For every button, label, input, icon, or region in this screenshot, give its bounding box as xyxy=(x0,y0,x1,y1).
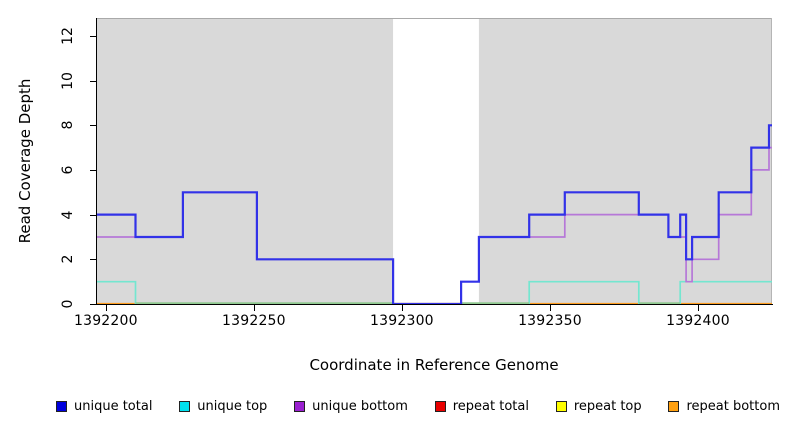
x-axis-label: Coordinate in Reference Genome xyxy=(309,356,559,374)
legend-label: repeat total xyxy=(452,399,529,414)
y-tick-label: 6 xyxy=(60,165,76,175)
y-tick xyxy=(90,35,96,37)
legend-item-unique-bottom: unique bottom xyxy=(294,399,408,414)
masked-region-band xyxy=(393,18,479,304)
y-tick xyxy=(90,304,96,305)
x-axis-line xyxy=(96,304,773,305)
y-tick xyxy=(90,259,96,261)
x-tick xyxy=(697,305,699,311)
legend-swatch-icon xyxy=(56,401,67,412)
y-axis-line xyxy=(96,18,97,305)
x-tick-label: 1392350 xyxy=(518,313,582,329)
y-tick-label: 12 xyxy=(60,26,76,45)
legend-swatch-icon xyxy=(179,401,191,412)
x-tick xyxy=(401,305,403,311)
y-tick xyxy=(90,80,96,82)
y-tick xyxy=(90,125,96,127)
legend-item-unique-total: unique total xyxy=(56,399,152,414)
legend-swatch-icon xyxy=(668,401,680,412)
legend-item-unique-top: unique top xyxy=(179,399,267,414)
series-unique-top xyxy=(97,280,772,304)
y-tick-label: 0 xyxy=(60,299,76,309)
y-tick xyxy=(90,169,96,171)
legend-swatch-icon xyxy=(555,401,567,412)
legend-label: unique total xyxy=(74,399,153,414)
series-unique-total xyxy=(97,124,772,304)
plot-canvas xyxy=(97,18,772,304)
legend-swatch-icon xyxy=(434,401,446,412)
x-tick xyxy=(105,305,107,311)
legend-label: unique bottom xyxy=(312,399,408,414)
legend: unique total unique top unique bottom repea… xyxy=(56,399,780,414)
y-tick-label: 4 xyxy=(60,210,76,220)
y-tick-label: 8 xyxy=(60,120,76,130)
x-tick-label: 1392300 xyxy=(370,313,434,329)
legend-item-repeat-top: repeat top xyxy=(555,399,642,414)
y-tick xyxy=(90,214,96,216)
x-tick-label: 1392250 xyxy=(222,313,286,329)
y-axis-label: Read Coverage Depth xyxy=(16,78,34,244)
legend-item-repeat-total: repeat total xyxy=(434,399,529,414)
legend-label: unique top xyxy=(197,399,268,414)
y-tick-label: 2 xyxy=(60,254,76,264)
x-tick xyxy=(253,305,255,311)
plot-area xyxy=(97,18,772,304)
x-tick-label: 1392400 xyxy=(666,313,730,329)
legend-label: repeat top xyxy=(573,399,642,414)
legend-swatch-icon xyxy=(294,401,306,412)
legend-item-repeat-bottom: repeat bottom xyxy=(668,399,780,414)
legend-label: repeat bottom xyxy=(686,399,780,414)
y-tick-label: 10 xyxy=(60,71,76,90)
x-tick xyxy=(549,305,551,311)
x-tick-label: 1392200 xyxy=(73,313,138,329)
